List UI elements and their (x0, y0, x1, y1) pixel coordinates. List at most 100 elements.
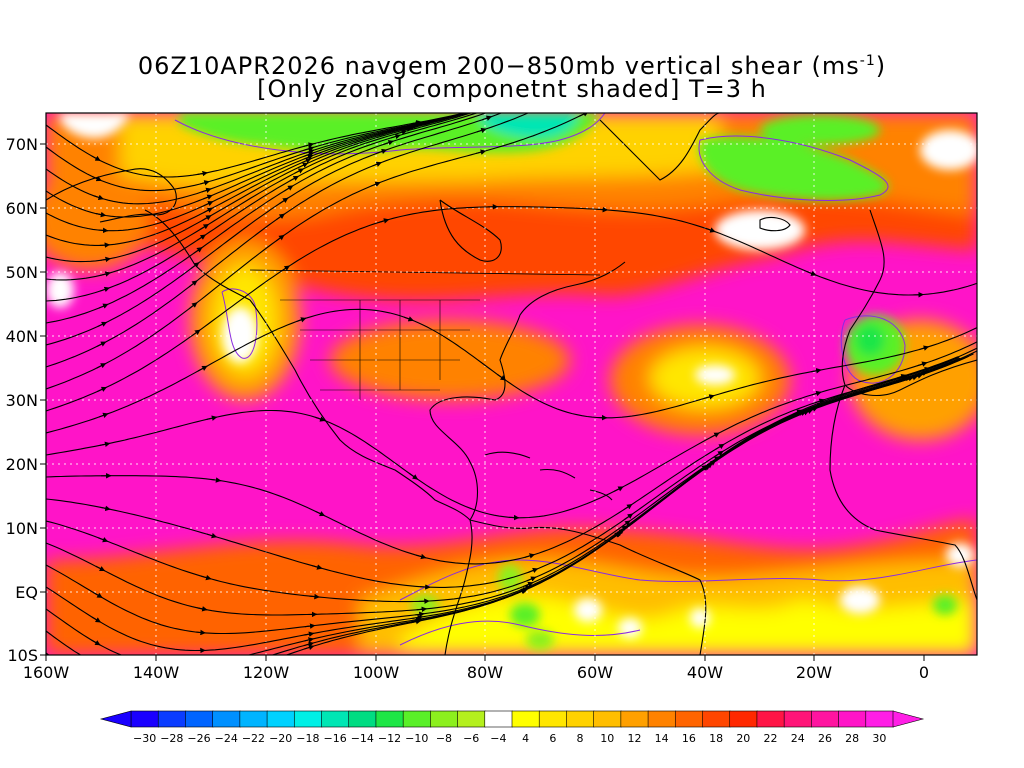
streamline-arrow (197, 606, 208, 612)
streamline-arrow (476, 127, 487, 134)
streamline-arrow (201, 187, 212, 193)
lat-label: 10N (6, 519, 38, 538)
streamline-arrow (93, 682, 102, 686)
colorbar-label: 24 (791, 732, 805, 745)
sa-green-patch-4 (526, 630, 554, 650)
zero-contours (174, 113, 977, 646)
colorbar-label: −6 (463, 732, 479, 745)
colorbar-label: 20 (736, 732, 750, 745)
lat-label: 20N (6, 455, 38, 474)
streamline-arrow (481, 115, 493, 121)
streamline-arrow (93, 592, 103, 599)
colorbar-right-arrow (892, 710, 925, 728)
lon-label: 60W (577, 663, 613, 682)
lat-label: 10S (7, 646, 38, 665)
streamline-arrow (97, 321, 108, 327)
streamline-arrow (511, 94, 520, 98)
streamline-arrow (98, 412, 109, 418)
colorbar-swatch (838, 710, 867, 728)
colorbar-label: −10 (405, 732, 428, 745)
streamline-arrow (303, 142, 315, 148)
streamline-arrow (508, 96, 517, 100)
colorbar-label: −24 (215, 732, 238, 745)
streamline-arrow (670, 1, 678, 7)
streamline-arrow (667, 19, 675, 25)
streamline-arrow (410, 618, 422, 625)
streamline-arrow (91, 155, 101, 162)
streamline-arrow (92, 175, 102, 182)
map-title-line-2: [Only zonal componetnt shaded] T=3 h (257, 75, 767, 103)
streamline-arrow (206, 415, 218, 421)
streamline-arrow (202, 194, 213, 200)
streamline-arrow (502, 99, 511, 103)
africa-white-patch-2 (946, 543, 974, 567)
plot-area (46, 1, 977, 686)
streamline-arrow (390, 133, 401, 140)
arctic-contour (174, 113, 606, 155)
lat-label: 50N (6, 263, 38, 282)
lon-label: 120W (243, 663, 290, 682)
colorbar-swatch (566, 710, 595, 728)
streamline-arrow (614, 486, 624, 492)
streamline-arrow (198, 365, 208, 372)
arctic-green-east (760, 115, 880, 145)
streamline-arrow (508, 514, 520, 521)
streamline-arrow (304, 151, 315, 158)
streamline-arrow (99, 286, 110, 293)
streamline-arrow (792, 409, 803, 415)
streamline-arrow (623, 503, 633, 511)
colorbar-label: −8 (436, 732, 452, 745)
streamline-arrow (705, 227, 716, 233)
streamline-arrow (814, 398, 825, 404)
colorbar-swatch (756, 710, 785, 728)
streamline-arrow (206, 532, 218, 539)
title-unit-exponent: -1 (859, 53, 876, 69)
caribbean-islands (484, 451, 613, 501)
streamline-arrow (92, 662, 101, 667)
streamline-arrow (303, 154, 314, 160)
streamline-arrow (396, 129, 408, 135)
colorbar-swatch (647, 710, 677, 728)
streamline-arrow (303, 641, 315, 647)
colorbar-left-arrow (99, 710, 132, 728)
streamline-arrow (611, 35, 619, 41)
streamline-arrow (99, 441, 111, 447)
streamline-arrow (294, 168, 304, 174)
streamline-arrow (203, 207, 213, 214)
streamline-arrow (93, 194, 104, 200)
colorbar-swatch (457, 710, 486, 728)
gulf-alaska-orange (46, 170, 150, 270)
greenland-white-patch (715, 210, 805, 250)
tropical-contour-2 (399, 620, 641, 646)
na-west-coastline (144, 209, 471, 521)
lat-label: 70N (6, 135, 38, 154)
streamline-arrow (403, 316, 414, 322)
streamline-arrow (714, 450, 724, 457)
colorbar-label: 14 (655, 732, 669, 745)
streamline-arrow (612, 35, 620, 41)
streamline-arrow (806, 270, 817, 276)
coastlines (46, 113, 977, 655)
streamline-arrow (698, 464, 708, 472)
colorbar-swatch (811, 710, 840, 728)
streamline-arrow (98, 303, 109, 309)
colorbar-swatch (511, 710, 541, 728)
colorbar-label: 18 (709, 732, 723, 745)
streamline-arrow (197, 170, 208, 177)
streamline-arrow (420, 584, 431, 590)
streamline-arrow (298, 162, 309, 168)
streamline-arrow (199, 180, 210, 186)
streamline-arrow (577, 83, 586, 88)
streamline-arrow (603, 40, 611, 46)
streamline-arrow (675, 57, 684, 62)
map-title-line-1: 06Z10APR2026 navgem 200−850mb vertical s… (0, 48, 1024, 79)
streamline-arrow (296, 317, 307, 323)
title-close-paren: ) (875, 52, 887, 80)
streamline-arrow (517, 92, 526, 96)
streamline-arrow (475, 149, 487, 155)
streamline-arrow (284, 185, 294, 192)
east-pacific-white-core (222, 307, 258, 363)
colorbar-swatch (402, 710, 432, 728)
streamline-arrow (188, 302, 198, 310)
nw-white-patch (60, 113, 130, 139)
